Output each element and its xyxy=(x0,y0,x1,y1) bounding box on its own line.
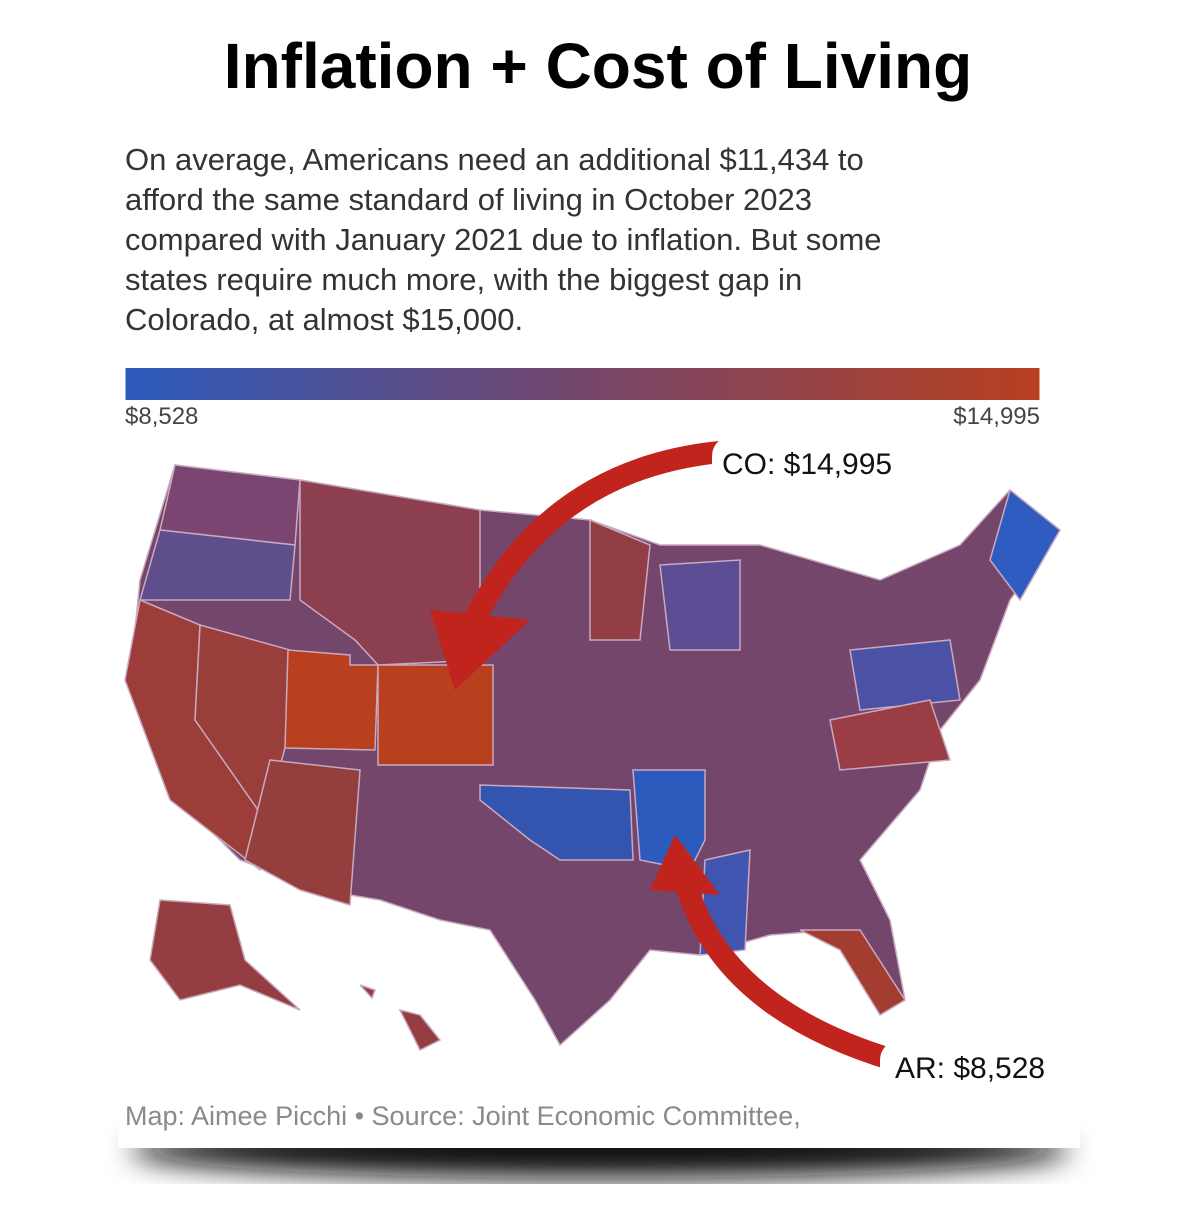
legend-min-label: $8,528 xyxy=(125,403,198,430)
state xyxy=(359,984,442,1052)
legend-bar xyxy=(125,368,1040,400)
state xyxy=(989,488,1061,602)
state xyxy=(799,929,907,1017)
description-line: Colorado, at almost $15,000. xyxy=(125,302,523,337)
legend-max-label: $14,995 xyxy=(953,403,1040,430)
arrowhead xyxy=(430,610,530,690)
state xyxy=(244,759,361,906)
state xyxy=(284,649,379,751)
state xyxy=(829,699,952,771)
description-line: compared with January 2021 due to inflat… xyxy=(125,222,882,257)
state xyxy=(139,529,296,601)
callout-box xyxy=(712,436,930,488)
source: Map: Aimee Picchi • Source: Joint Econom… xyxy=(125,1101,801,1131)
description-line: On average, Americans need an additional… xyxy=(125,142,864,177)
state xyxy=(149,899,301,1011)
legend: $8,528 $14,995 xyxy=(124,368,1041,430)
callout-co: CO: $14,995 xyxy=(722,448,892,481)
arrowhead xyxy=(650,835,720,895)
state-co xyxy=(377,664,494,766)
description-line: afford the same standard of living in Oc… xyxy=(125,182,812,217)
state xyxy=(659,559,741,651)
arrows xyxy=(454,441,911,1073)
state xyxy=(849,639,961,711)
title: Inflation + Cost of Living xyxy=(224,30,972,102)
us-map xyxy=(124,464,1062,1052)
state xyxy=(479,784,634,861)
arrow xyxy=(454,441,731,651)
callout-box xyxy=(880,1040,1080,1092)
description-line: states require much more, with the bigge… xyxy=(125,262,802,297)
arrow xyxy=(674,869,911,1073)
state-ar xyxy=(632,769,706,871)
callout-ar: AR: $8,528 xyxy=(895,1052,1045,1085)
state xyxy=(589,518,651,641)
description: On average, Americans need an additional… xyxy=(125,142,882,337)
